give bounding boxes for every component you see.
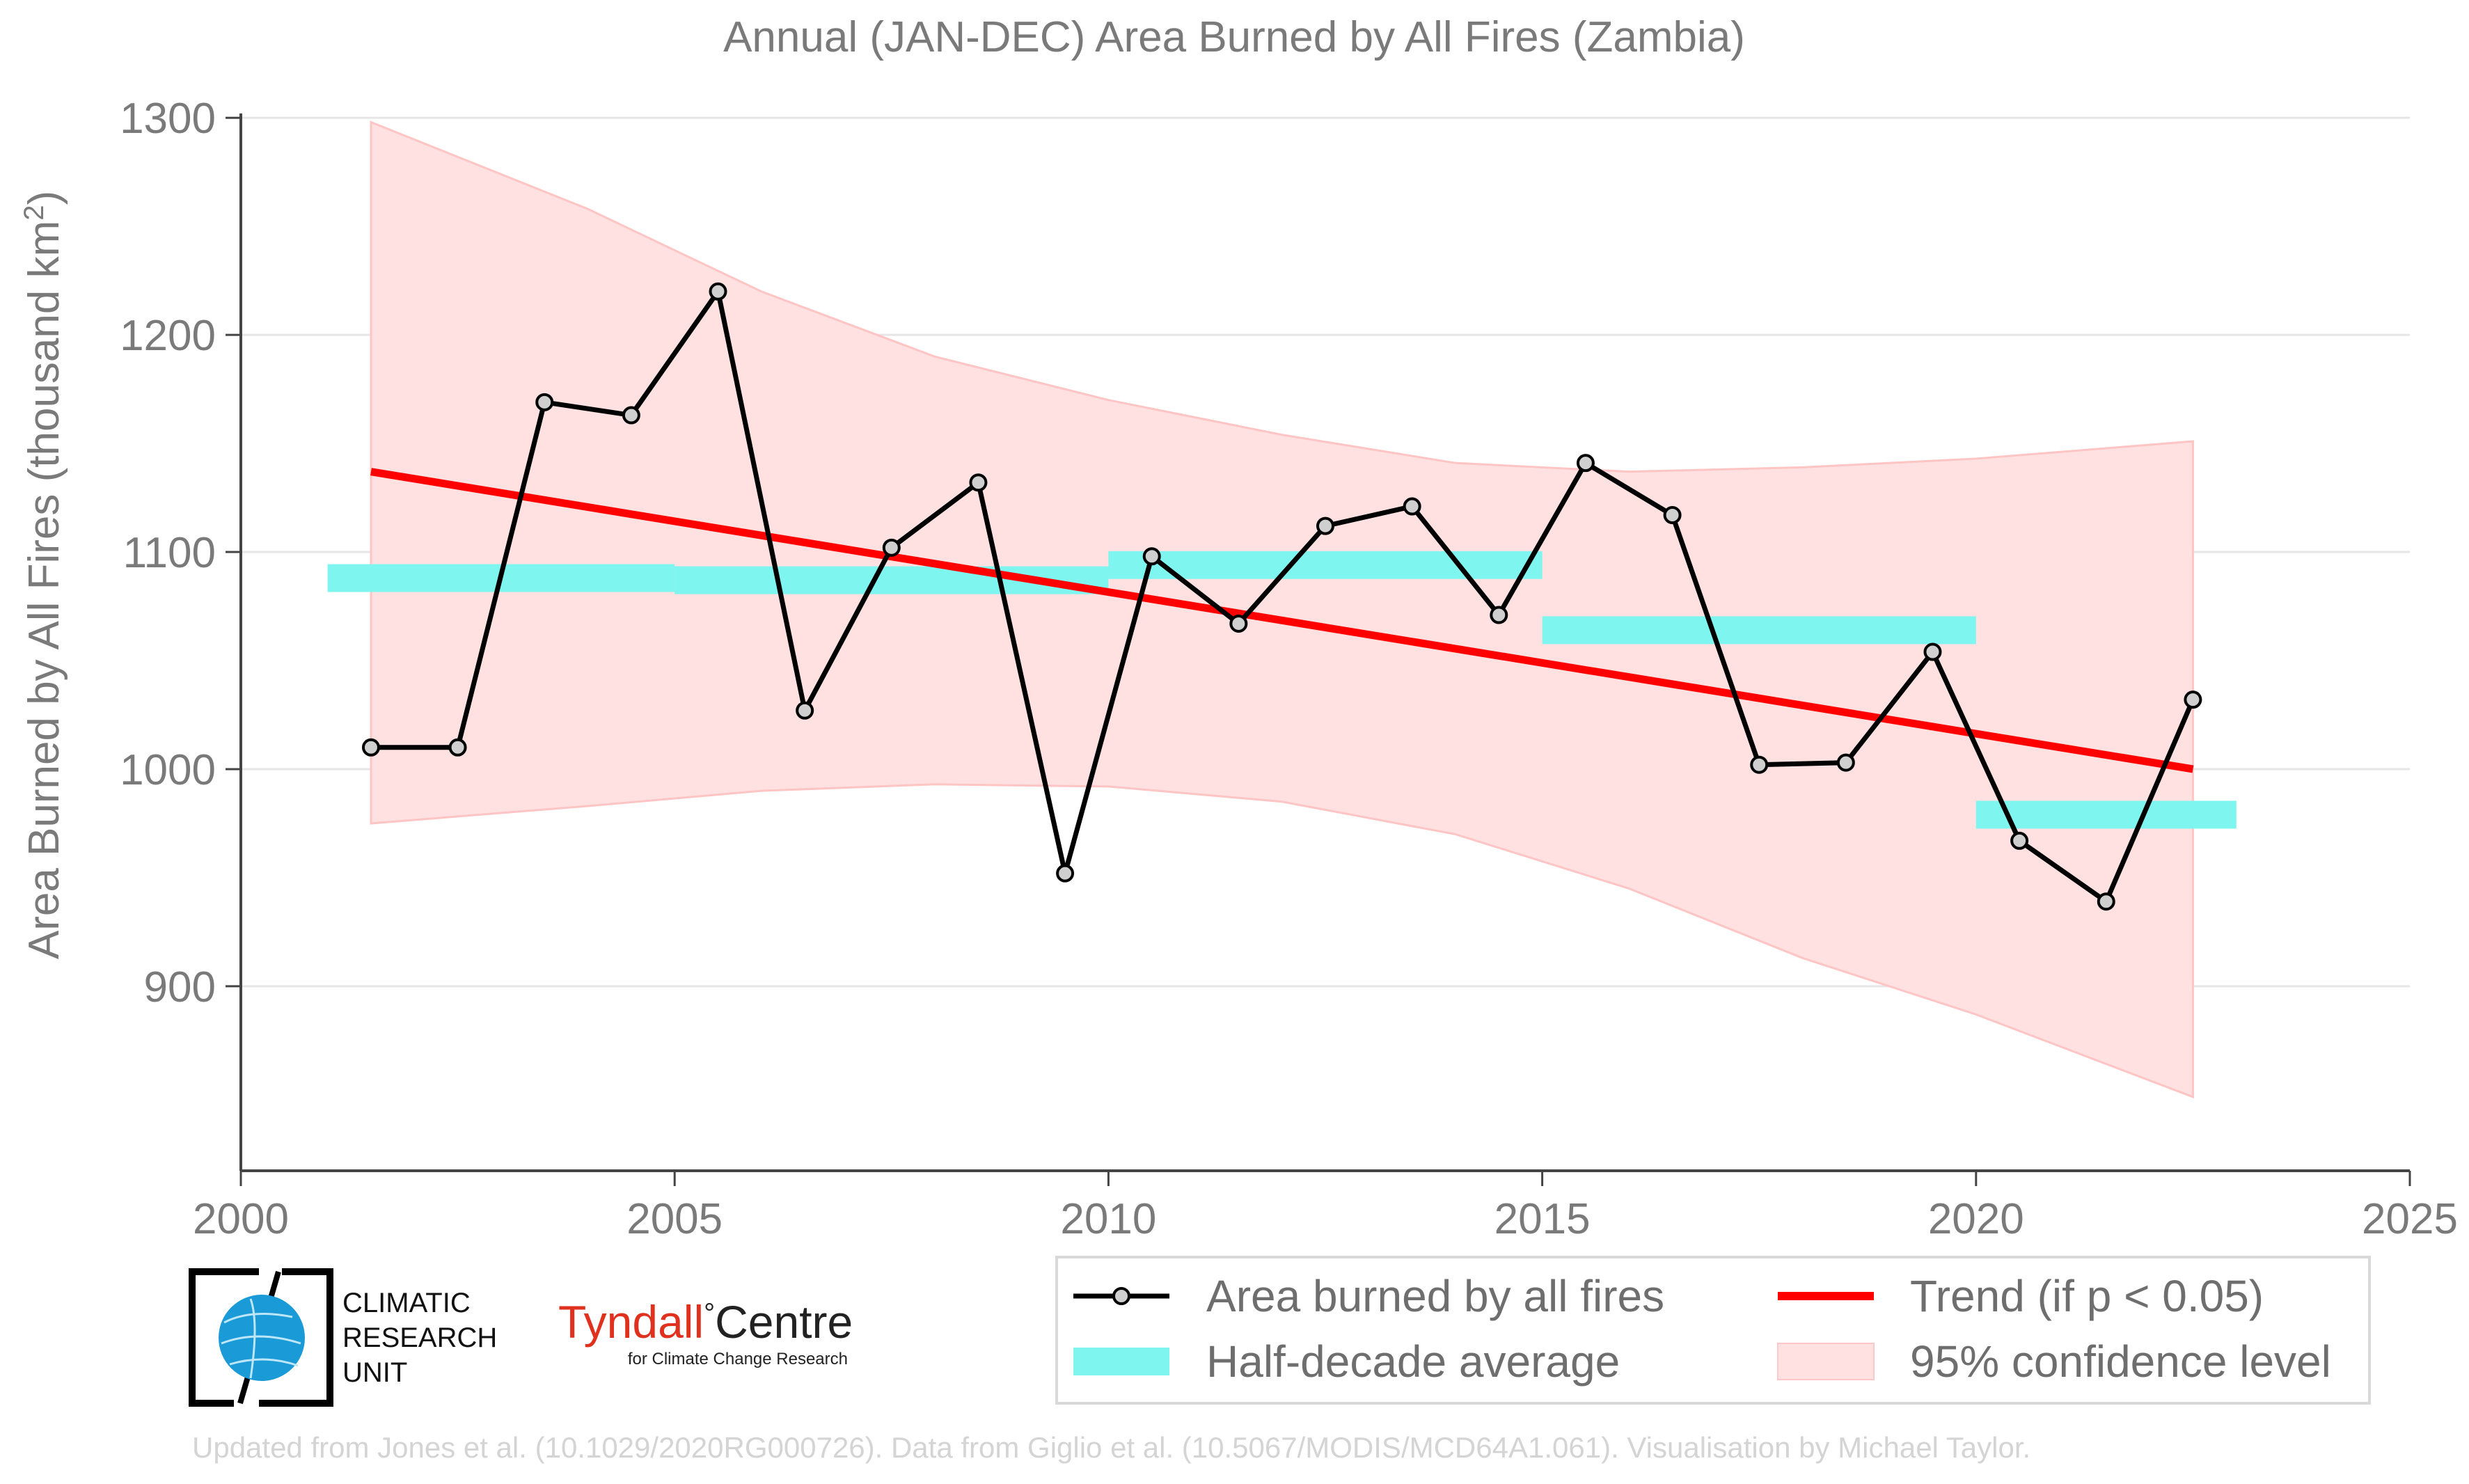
legend: Area burned by all fires Half-decade ave…	[1055, 1256, 2371, 1405]
legend-frame	[1055, 1256, 2371, 1405]
legend-label-avg: Half-decade average	[1206, 1336, 1620, 1387]
trend-line	[370, 468, 2194, 773]
data-point-2006.5	[796, 701, 814, 720]
data-point-2004.5	[622, 406, 640, 425]
x-tick-label-2020: 2020	[1928, 1195, 2024, 1243]
data-point-2008.5	[969, 473, 988, 492]
data-point-2001.5	[361, 738, 380, 757]
cru-logo-line-3: UNIT	[342, 1357, 407, 1388]
legend-label-trend: Trend (if p < 0.05)	[1910, 1271, 2264, 1321]
y-axis-title-main: Area Burned by All Fires (thousand km	[20, 221, 68, 959]
confidence-band	[370, 120, 2194, 1099]
legend-marker-swatch	[1112, 1287, 1130, 1305]
cru-logo: CLIMATIC RESEARCH UNIT	[189, 1268, 497, 1407]
half-decade-average-bar-2	[1108, 551, 1543, 579]
data-point-2018.5	[1836, 753, 1855, 772]
data-point-2015.5	[1576, 454, 1595, 473]
tyndall-logo: Tyndall°Centre for Climate Change Resear…	[558, 1296, 853, 1368]
x-tick-label-2000: 2000	[193, 1195, 289, 1243]
y-tick-label-1000: 1000	[120, 746, 216, 794]
x-tick-label-2005: 2005	[626, 1195, 723, 1243]
y-tick-label-1200: 1200	[120, 312, 216, 360]
data-point-2011.5	[1229, 614, 1248, 633]
data-point-2010.5	[1142, 547, 1161, 566]
y-axis-title-close: )	[20, 191, 68, 205]
data-point-2002.5	[448, 738, 467, 757]
data-point-2017.5	[1750, 755, 1769, 774]
tyndall-logo-subtitle: for Climate Change Research	[628, 1350, 848, 1368]
confidence-band-layer	[370, 120, 2194, 1099]
legend-label-series: Area burned by all fires	[1206, 1271, 1664, 1321]
x-tick-label-2025: 2025	[2362, 1195, 2458, 1243]
series-layer	[361, 282, 2202, 911]
series-line	[370, 289, 2195, 904]
half-decade-average-bar-4	[1975, 800, 2237, 829]
data-point-2003.5	[535, 393, 554, 411]
data-point-2019.5	[1923, 642, 1942, 661]
data-point-2016.5	[1663, 506, 1682, 525]
axes: 900 1000 1100 1200 1300 2000 2005 2010 2015 2020 2…	[120, 95, 2458, 1243]
data-point-2014.5	[1490, 606, 1508, 624]
data-point-2012.5	[1316, 516, 1334, 535]
trend-layer	[370, 468, 2194, 773]
legend-label-band: 95% confidence level	[1910, 1336, 2331, 1387]
y-axis-title: Area Burned by All Fires (thousand km2)	[19, 191, 68, 959]
cru-logo-line-2: RESEARCH	[342, 1323, 497, 1353]
legend-band-swatch	[1777, 1343, 1875, 1380]
cru-logo-frame	[189, 1268, 333, 1407]
tyndall-logo-centre: Centre	[715, 1296, 853, 1348]
globe-icon	[219, 1295, 305, 1381]
cru-logo-line-1: CLIMATIC	[342, 1288, 471, 1318]
data-point-2009.5	[1056, 864, 1075, 883]
tyndall-logo-name: Tyndall	[558, 1296, 704, 1348]
data-point-2007.5	[882, 538, 901, 557]
legend-avg-swatch	[1073, 1348, 1169, 1375]
data-point-2020.5	[2010, 831, 2029, 850]
tyndall-logo-degree: °	[704, 1298, 715, 1329]
x-tick-label-2015: 2015	[1494, 1195, 1591, 1243]
credit-line: Updated from Jones et al. (10.1029/2020R…	[192, 1431, 2030, 1464]
y-axis-title-sup: 2	[19, 205, 49, 221]
chart-title: Annual (JAN-DEC) Area Burned by All Fire…	[723, 13, 1745, 61]
data-point-2022.5	[2184, 690, 2202, 709]
y-tick-label-900: 900	[144, 963, 216, 1011]
data-point-2013.5	[1403, 497, 1421, 516]
data-point-2005.5	[709, 282, 727, 301]
data-point-2021.5	[2097, 892, 2115, 911]
y-tick-label-1300: 1300	[120, 95, 216, 143]
x-tick-label-2010: 2010	[1060, 1195, 1156, 1243]
y-tick-label-1100: 1100	[123, 529, 216, 577]
half-decade-average-layer	[327, 551, 2237, 829]
svg-text:Tyndall°Centre: Tyndall°Centre	[558, 1296, 853, 1348]
half-decade-average-bar-3	[1542, 616, 1976, 645]
